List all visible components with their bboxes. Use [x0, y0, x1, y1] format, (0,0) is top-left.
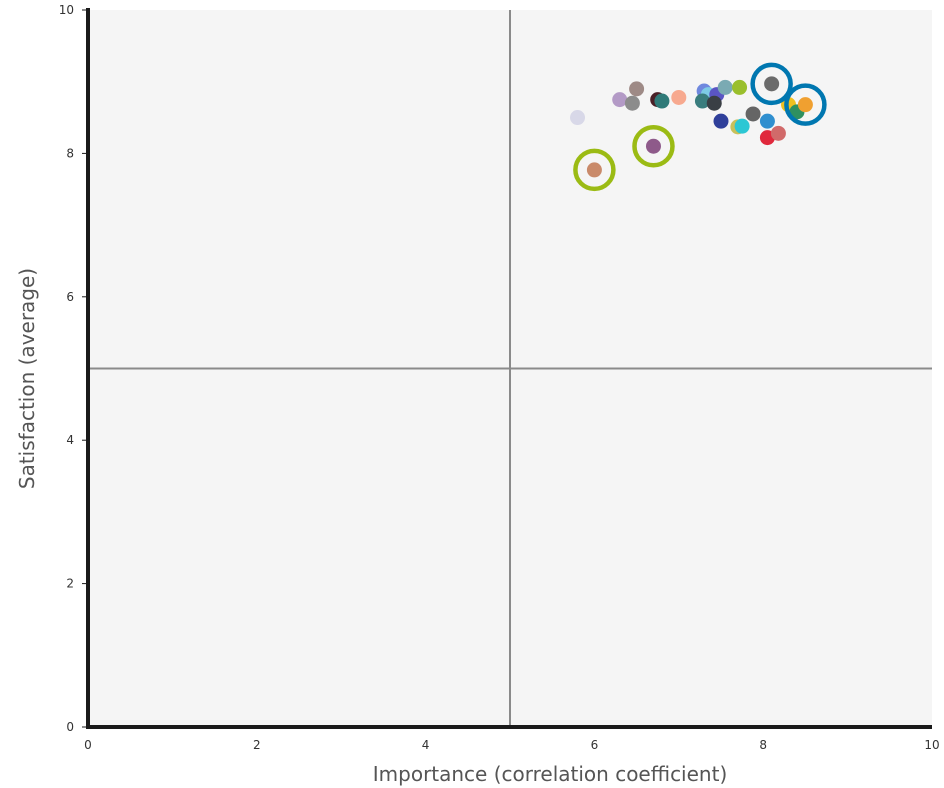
data-point: [586, 162, 602, 178]
data-point: [734, 118, 750, 134]
data-point: [745, 106, 761, 122]
data-point: [624, 95, 640, 111]
y-tick-label: 6: [66, 290, 74, 304]
highlight-ring: [750, 62, 793, 106]
data-point: [717, 79, 733, 95]
x-tick-label: 0: [84, 738, 92, 752]
y-tick-label: 8: [66, 146, 74, 160]
data-point: [654, 93, 670, 109]
data-point: [645, 138, 661, 154]
x-axis-title: Importance (correlation coefficient): [373, 762, 728, 786]
x-tick-label: 2: [253, 738, 261, 752]
data-point: [797, 97, 813, 113]
highlight-ring: [784, 83, 827, 126]
data-point: [570, 110, 586, 126]
data-point: [629, 81, 645, 97]
y-tick-label: 10: [59, 3, 74, 17]
data-point: [759, 113, 775, 129]
highlight-ring: [573, 148, 616, 192]
data-point: [770, 125, 786, 141]
y-axis-title: Satisfaction (average): [15, 268, 39, 489]
x-tick-label: 8: [759, 738, 767, 752]
y-tick-label: 2: [66, 577, 74, 591]
data-point: [713, 113, 729, 129]
data-point: [694, 93, 710, 109]
data-point: [671, 89, 687, 105]
y-tick-label: 0: [66, 720, 74, 734]
y-tick-label: 4: [66, 433, 74, 447]
data-point: [732, 79, 748, 95]
highlight-ring: [632, 124, 675, 168]
x-tick-label: 4: [422, 738, 430, 752]
data-point: [612, 92, 628, 108]
data-point: [706, 95, 722, 111]
x-tick-label: 6: [591, 738, 599, 752]
data-point: [764, 76, 780, 92]
x-tick-label: 10: [924, 738, 939, 752]
